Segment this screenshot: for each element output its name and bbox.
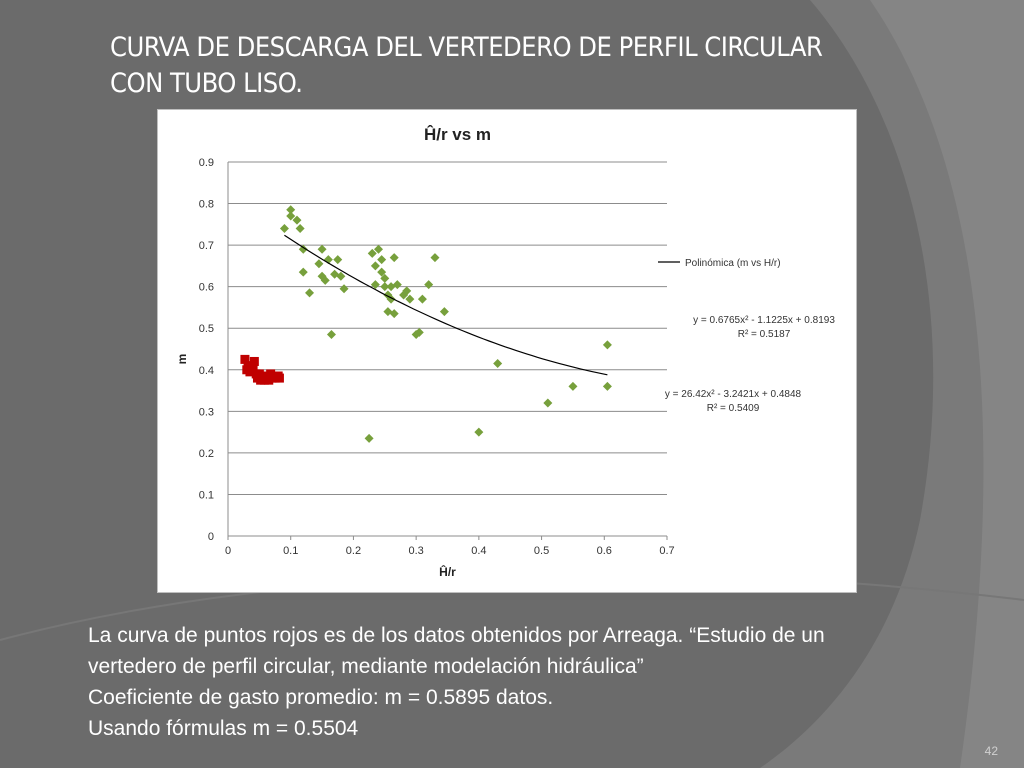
x-tick-label: 0.1	[283, 545, 298, 557]
data-point-diamond	[367, 248, 377, 258]
data-point-square	[243, 361, 253, 371]
x-tick-label: 0.2	[346, 545, 361, 557]
data-point-diamond	[417, 294, 427, 304]
data-point-diamond	[474, 427, 484, 437]
data-point-diamond	[405, 294, 415, 304]
data-point-diamond	[602, 340, 612, 350]
x-tick-label: 0.6	[597, 545, 612, 557]
data-point-diamond	[317, 244, 327, 254]
data-point-diamond	[430, 253, 440, 263]
data-point-diamond	[292, 215, 302, 225]
data-point-diamond	[374, 244, 384, 254]
slide-body-text: La curva de puntos rojos es de los datos…	[88, 620, 988, 744]
data-point-diamond	[439, 307, 449, 317]
data-point-diamond	[279, 223, 289, 233]
y-tick-label: 0.6	[199, 282, 214, 294]
trendline	[284, 234, 608, 376]
x-tick-label: 0.3	[408, 545, 423, 557]
data-point-diamond	[383, 307, 393, 317]
data-point-square	[249, 356, 259, 366]
equation-2-r2: R² = 0.5409	[707, 403, 760, 414]
y-tick-label: 0.4	[199, 365, 214, 377]
data-point-diamond	[383, 290, 393, 300]
title-line-2: CON TUBO LISO.	[110, 68, 303, 99]
data-point-diamond	[286, 211, 296, 221]
data-point-diamond	[333, 255, 343, 265]
data-point-diamond	[392, 280, 402, 290]
body-line: La curva de puntos rojos es de los datos…	[88, 624, 825, 647]
data-point-diamond	[370, 261, 380, 271]
data-point-diamond	[295, 223, 305, 233]
y-tick-label: 0.9	[199, 157, 214, 169]
body-line: Coeficiente de gasto promedio: m = 0.589…	[88, 686, 554, 709]
data-point-diamond	[377, 267, 387, 277]
legend-label: Polinómica (m vs H/r)	[685, 258, 781, 269]
data-point-diamond	[314, 259, 324, 269]
data-point-diamond	[330, 269, 340, 279]
data-point-diamond	[298, 244, 308, 254]
data-point-diamond	[568, 381, 578, 391]
data-point-diamond	[424, 280, 434, 290]
data-point-diamond	[298, 267, 308, 277]
x-tick-label: 0.7	[659, 545, 674, 557]
data-point-diamond	[380, 282, 390, 292]
chart-title: Ĥ/r vs m	[424, 125, 491, 144]
data-point-diamond	[543, 398, 553, 408]
slide-title: CURVA DE DESCARGA DEL VERTEDERO DE PERFI…	[110, 30, 970, 102]
data-point-diamond	[370, 280, 380, 290]
data-point-diamond	[364, 433, 374, 443]
data-point-diamond	[339, 284, 349, 294]
equation-1-formula: y = 0.6765x² - 1.1225x + 0.8193	[693, 315, 835, 326]
y-axis-label: m	[175, 354, 189, 365]
data-point-square	[240, 354, 250, 364]
data-point-diamond	[380, 273, 390, 283]
data-point-diamond	[320, 275, 330, 285]
data-point-diamond	[389, 253, 399, 263]
x-tick-label: 0.4	[471, 545, 486, 557]
x-tick-label: 0.5	[534, 545, 549, 557]
x-axis-label: Ĥ/r	[439, 564, 456, 579]
y-tick-label: 0.2	[199, 448, 214, 460]
data-point-diamond	[389, 309, 399, 319]
data-point-diamond	[305, 288, 315, 298]
data-point-diamond	[414, 327, 424, 337]
body-line: vertedero de perfil circular, mediante m…	[88, 655, 644, 678]
data-point-diamond	[336, 271, 346, 281]
scatter-chart: Ĥ/r vs m 0 0.1 0.2 0.3 0.4 0.5 0.6 0.7 0.8 0.9 0 0.1…	[175, 125, 835, 579]
data-point-diamond	[402, 286, 412, 296]
slide-number: 42	[984, 744, 998, 758]
y-tick-label: 0.1	[199, 489, 214, 501]
chart-frame: Ĥ/r vs m 0 0.1 0.2 0.3 0.4 0.5 0.6 0.7 0.8 0.9 0 0.1…	[157, 109, 857, 593]
data-point-diamond	[493, 359, 503, 369]
data-point-diamond	[286, 205, 296, 215]
x-tick-label: 0	[225, 545, 231, 557]
y-tick-label: 0	[208, 531, 214, 543]
equation-1-r2: R² = 0.5187	[738, 329, 791, 340]
data-point-diamond	[326, 329, 336, 339]
equation-2-formula: y = 26.42x² - 3.2421x + 0.4848	[665, 389, 802, 400]
data-point-diamond	[386, 294, 396, 304]
title-line-1: CURVA DE DESCARGA DEL VERTEDERO DE PERFI…	[110, 32, 823, 63]
y-tick-label: 0.8	[199, 199, 214, 211]
data-point-square	[274, 373, 284, 383]
y-tick-label: 0.3	[199, 406, 214, 418]
data-point-diamond	[602, 381, 612, 391]
body-line: Usando fórmulas m = 0.5504	[88, 717, 359, 740]
data-point-diamond	[323, 255, 333, 265]
y-tick-label: 0.7	[199, 240, 214, 252]
y-tick-label: 0.5	[199, 323, 214, 335]
data-point-diamond	[377, 255, 387, 265]
